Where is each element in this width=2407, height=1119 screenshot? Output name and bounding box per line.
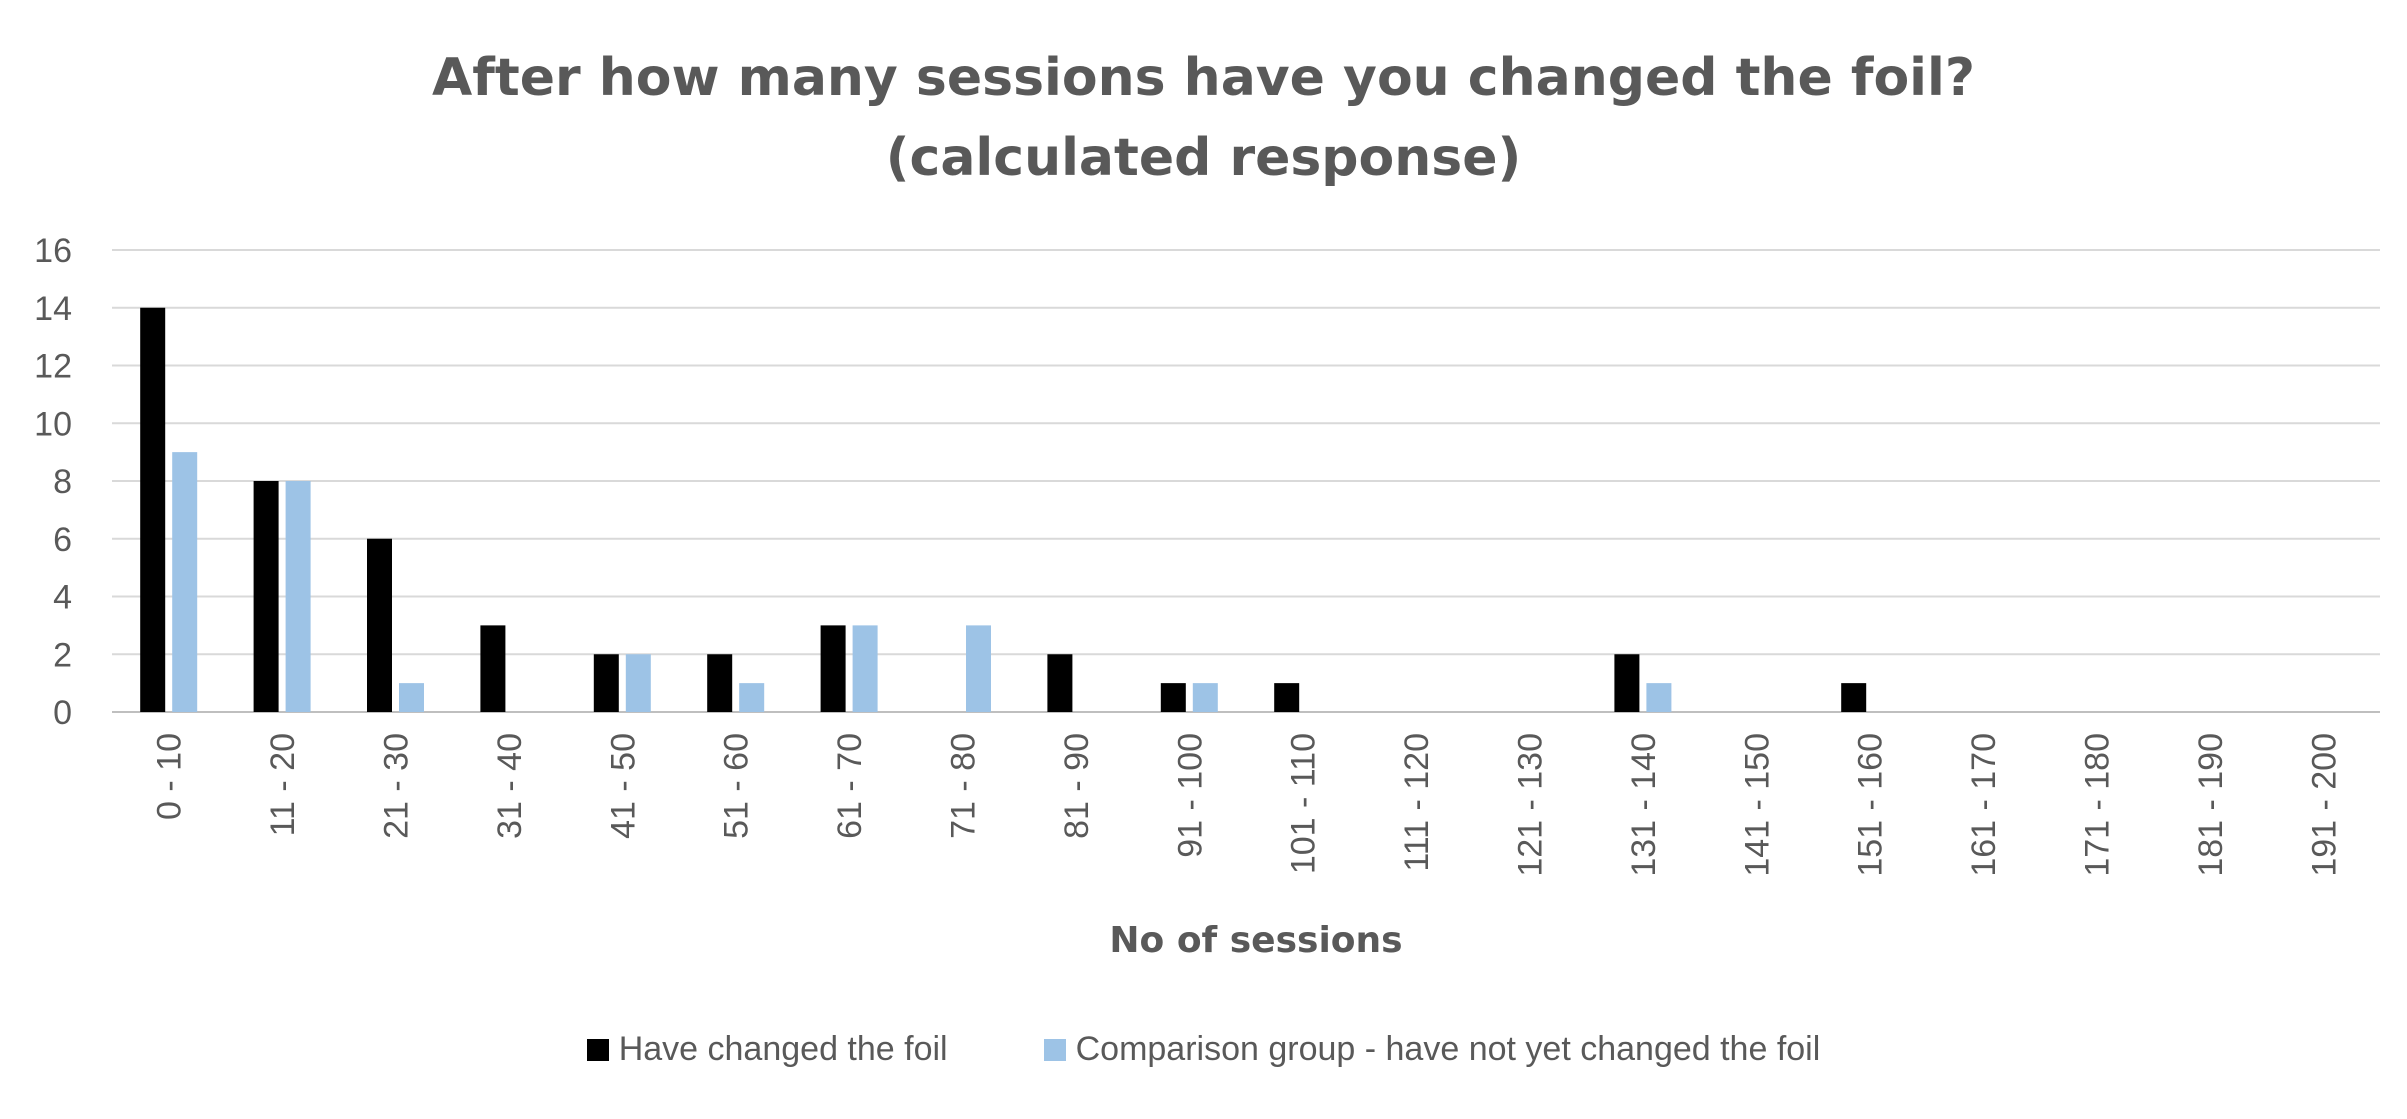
- legend-swatch-changed: [586, 1038, 609, 1061]
- x-tick-label: 131 - 140: [1625, 733, 1663, 877]
- chart-title-block: After how many sessions have you changed…: [0, 38, 2407, 198]
- legend-label-comparison: Comparison group - have not yet changed …: [1075, 1030, 1821, 1068]
- x-tick-label: 51 - 60: [718, 733, 756, 839]
- x-tick-label: 101 - 110: [1285, 733, 1323, 874]
- legend-swatch-comparison: [1043, 1038, 1066, 1061]
- bar: [966, 625, 991, 712]
- bar: [480, 625, 506, 712]
- x-tick-label: 81 - 90: [1058, 733, 1096, 839]
- bar: [739, 683, 765, 712]
- bar: [820, 625, 846, 712]
- bar: [1646, 683, 1672, 712]
- legend-item-changed: Have changed the foil: [586, 1030, 948, 1069]
- x-tick-label: 191 - 200: [2305, 733, 2343, 877]
- x-tick-label: 121 - 130: [1512, 733, 1550, 877]
- x-tick-label: 181 - 190: [2192, 733, 2230, 877]
- y-tick-label: 10: [34, 405, 72, 443]
- chart-subtitle: (calculated response): [885, 128, 1522, 188]
- bar: [852, 625, 878, 712]
- y-tick-label: 8: [53, 463, 72, 501]
- bar: [1160, 683, 1186, 712]
- x-tick-label: 71 - 80: [945, 733, 983, 839]
- bar: [253, 481, 279, 712]
- y-tick-label: 6: [53, 521, 72, 559]
- bar: [285, 481, 311, 712]
- x-tick-label: 31 - 40: [491, 733, 529, 839]
- x-axis-label: No of sessions: [1109, 920, 1402, 961]
- x-tick-label: 111 - 120: [1398, 733, 1436, 872]
- chart-title: After how many sessions have you changed…: [432, 48, 1975, 108]
- bar: [1841, 683, 1867, 712]
- bar: [707, 654, 733, 712]
- x-tick-label: 21 - 30: [378, 733, 416, 839]
- x-tick-label: 11 - 20: [264, 733, 302, 836]
- bar: [1047, 654, 1073, 712]
- x-tick-label: 91 - 100: [1171, 733, 1209, 858]
- y-tick-label: 14: [34, 290, 72, 328]
- legend-item-comparison: Comparison group - have not yet changed …: [1043, 1030, 1821, 1069]
- x-tick-label: 151 - 160: [1852, 733, 1890, 877]
- bar: [140, 307, 166, 712]
- y-tick-label: 16: [34, 232, 72, 270]
- y-tick-label: 2: [53, 636, 72, 674]
- y-tick-label: 12: [34, 348, 72, 386]
- bar: [625, 654, 651, 712]
- bar: [593, 654, 619, 712]
- x-tick-label: 141 - 150: [1738, 733, 1776, 877]
- bar: [367, 538, 392, 712]
- y-tick-label: 0: [53, 694, 72, 732]
- bar: [172, 452, 198, 712]
- bar: [1274, 683, 1300, 712]
- x-tick-label: 161 - 170: [1965, 733, 2003, 877]
- x-tick-label: 171 - 180: [2079, 733, 2117, 877]
- x-tick-label: 61 - 70: [831, 733, 869, 839]
- bar: [1192, 683, 1218, 712]
- legend: Have changed the foil Comparison group -…: [0, 1030, 2407, 1069]
- x-tick-label: 0 - 10: [151, 733, 189, 820]
- legend-label-changed: Have changed the foil: [618, 1030, 948, 1068]
- x-tick-label: 41 - 50: [604, 733, 642, 839]
- y-tick-label: 4: [53, 579, 72, 617]
- bar: [1614, 654, 1640, 712]
- bar: [399, 683, 424, 712]
